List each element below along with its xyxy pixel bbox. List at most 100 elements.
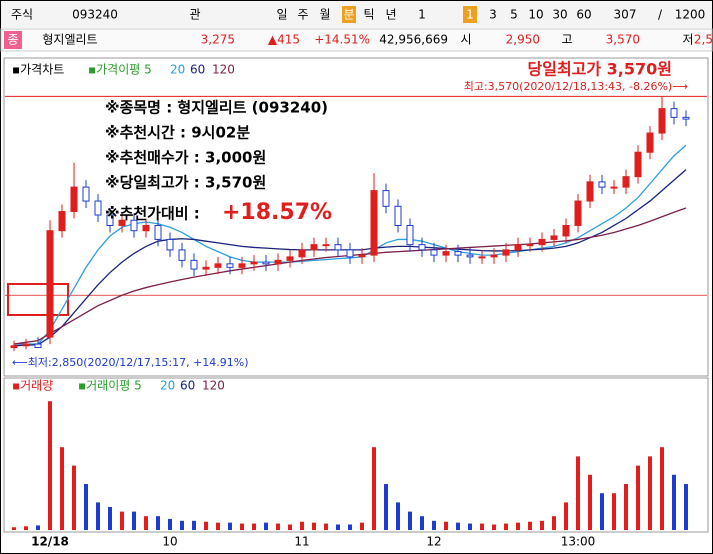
x-tick-label: 12/18	[31, 535, 69, 549]
toolbar-item[interactable]: /	[658, 8, 663, 22]
toolbar-item[interactable]: 60	[576, 8, 591, 22]
legend-item: ▪거래이평 5	[78, 379, 142, 393]
candle-body	[442, 251, 450, 256]
volume-bar	[324, 523, 328, 530]
toolbar-item[interactable]: 5	[510, 8, 518, 22]
volume-bar	[348, 524, 352, 530]
candle-body	[202, 266, 210, 270]
candle-body	[538, 238, 546, 246]
candle-body	[454, 251, 462, 256]
quote-item: 2,5	[694, 33, 713, 47]
volume-bar	[456, 522, 460, 530]
toolbar-item[interactable]: 093240	[72, 8, 118, 22]
candle-body	[274, 259, 282, 265]
volume-bar	[132, 511, 136, 530]
toolbar-item[interactable]: 30	[552, 8, 567, 22]
volume-bar	[84, 484, 88, 530]
volume-bar	[360, 522, 364, 530]
candle-body	[682, 116, 690, 120]
candle-body	[478, 256, 486, 259]
volume-bar	[636, 465, 640, 530]
candle-body	[178, 249, 186, 261]
volume-bar	[420, 516, 424, 530]
candle-body	[322, 244, 330, 247]
toolbar-item[interactable]: 주	[297, 8, 308, 22]
volume-bar	[540, 520, 544, 530]
toolbar-item[interactable]: 307	[614, 8, 637, 22]
candle-body	[358, 254, 366, 258]
volume-bar	[36, 525, 40, 530]
candle-body	[106, 214, 114, 226]
candle-body	[82, 186, 90, 202]
toolbar-item[interactable]: 1	[418, 8, 426, 22]
toolbar-item[interactable]: 월	[319, 8, 330, 22]
volume-bar	[468, 523, 472, 530]
toolbar-item[interactable]: 분	[343, 8, 354, 22]
candle-body	[430, 249, 438, 256]
candle-body	[598, 181, 606, 188]
toolbar-item[interactable]: 1	[466, 8, 474, 22]
candle-body	[646, 132, 654, 153]
toolbar-item[interactable]: 주식	[11, 8, 33, 22]
volume-bar	[564, 502, 568, 530]
volume-bar	[552, 516, 556, 530]
volume-bar	[588, 474, 592, 530]
candle-body	[406, 224, 414, 246]
low-note: ⟵최저:2,850(2020/12/17,15:17, +14.91%)	[12, 356, 249, 369]
volume-bar	[372, 447, 376, 530]
x-tick-label: 13:00	[561, 535, 596, 549]
volume-bar	[300, 521, 304, 530]
volume-bar	[576, 456, 580, 530]
volume-bar	[108, 507, 112, 530]
candle-body	[214, 263, 222, 268]
volume-bar	[12, 527, 16, 530]
volume-bar	[216, 522, 220, 530]
toolbar-item[interactable]: 3	[489, 8, 497, 22]
active-interval[interactable]	[463, 6, 477, 23]
candle-body	[58, 211, 66, 232]
candle-body	[70, 186, 78, 213]
quote-item: 시	[460, 33, 471, 47]
candle-body	[166, 238, 174, 251]
volume-bar	[288, 524, 292, 530]
candle-body	[226, 263, 234, 268]
volume-bar	[336, 524, 340, 530]
candle-body	[298, 249, 306, 258]
quote-item: +14.51%	[314, 33, 370, 47]
volume-bar	[204, 521, 208, 530]
volume-bar	[648, 456, 652, 530]
volume-bar	[72, 465, 76, 530]
candle-body	[622, 176, 630, 188]
quote-item: 3,570	[606, 33, 640, 47]
toolbar-item[interactable]: 일	[276, 8, 287, 22]
candle-body	[190, 259, 198, 270]
volume-bar	[156, 516, 160, 530]
volume-bar	[408, 511, 412, 530]
active-period[interactable]	[342, 6, 356, 23]
volume-bar	[240, 523, 244, 530]
volume-bar	[252, 523, 256, 530]
toolbar-item[interactable]: 1200	[675, 8, 706, 22]
candle-body	[670, 108, 678, 118]
volume-bar	[396, 502, 400, 530]
toolbar-item[interactable]: 관	[189, 8, 200, 22]
toolbar-item[interactable]: 10	[528, 8, 543, 22]
quote-item: 형지엘리트	[42, 33, 97, 47]
volume-bar	[612, 493, 616, 530]
candle-body	[154, 224, 162, 240]
volume-bar	[192, 520, 196, 530]
toolbar-item[interactable]: 년	[385, 8, 396, 22]
quote-item: 2,950	[506, 33, 540, 47]
candle-body	[382, 190, 390, 207]
x-tick-label: 12	[426, 535, 441, 549]
toolbar-item[interactable]: 틱	[363, 8, 374, 22]
quote-item: 3,275	[201, 33, 235, 47]
candle-body	[526, 244, 534, 247]
volume-bar	[660, 447, 664, 530]
volume-bar	[120, 511, 124, 530]
volume-bar	[684, 484, 688, 530]
volume-bar	[624, 484, 628, 530]
quote-item: 저	[682, 33, 693, 47]
